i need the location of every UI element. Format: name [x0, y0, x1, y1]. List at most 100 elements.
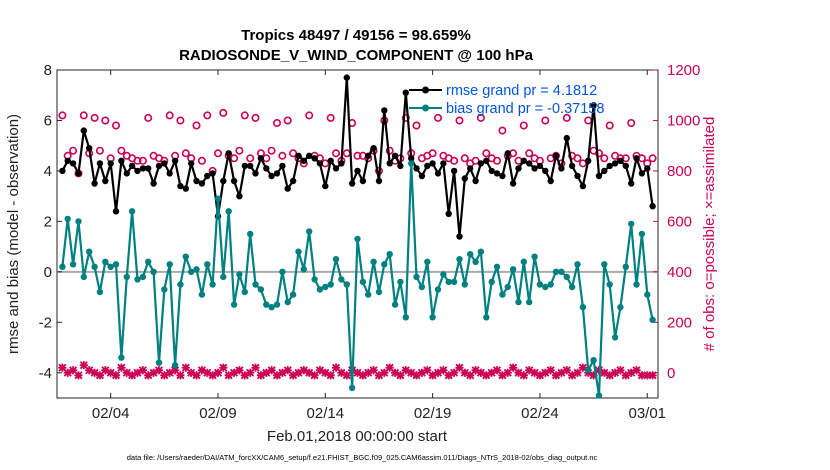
bias-point — [182, 253, 189, 260]
y-axis-label: rmse and bias (model - observation) — [5, 114, 22, 354]
obs-possible-point — [353, 151, 362, 160]
bias-point — [193, 266, 200, 273]
bias-point — [64, 215, 71, 223]
obs-assimilated-point — [525, 366, 534, 375]
rmse-point — [316, 160, 324, 167]
bias-point — [601, 261, 608, 268]
rmse-point — [628, 180, 635, 187]
series-obs-assimilated — [58, 361, 657, 380]
obs-assimilated-point — [128, 371, 137, 380]
obs-assimilated-point — [246, 368, 255, 377]
legend: rmse grand pr = 4.1812 bias grand pr = -… — [409, 83, 604, 117]
bias-point — [429, 314, 436, 321]
obs-assimilated-point — [213, 368, 223, 377]
y2-tick-label: 400 — [667, 264, 692, 281]
rmse-point — [204, 172, 211, 180]
rmse-point — [86, 145, 93, 152]
obs-assimilated-point — [170, 366, 180, 375]
rmse-point — [289, 177, 297, 185]
obs-possible-point — [144, 113, 153, 122]
legend-bias-label: bias grand pr = -0.37158 — [446, 101, 604, 117]
obs-assimilated-point — [428, 371, 437, 380]
bias-point — [252, 281, 259, 288]
obs-possible-point — [230, 154, 239, 163]
rmse-point — [499, 172, 506, 180]
rmse-point — [601, 167, 608, 175]
bias-point — [225, 208, 232, 215]
obs-assimilated-point — [63, 368, 72, 377]
rmse-point — [343, 74, 350, 81]
rmse-point — [118, 157, 125, 164]
rmse-point — [606, 162, 613, 170]
bias-point — [279, 268, 286, 275]
obs-assimilated-point — [396, 371, 405, 380]
rmse-point — [552, 152, 560, 159]
bias-point — [128, 208, 136, 215]
rmse-point — [365, 152, 372, 159]
rmse-point — [188, 160, 195, 167]
rmse-point — [354, 167, 361, 175]
rmse-point — [450, 167, 458, 175]
y2-tick-label: 800 — [667, 163, 692, 180]
bias-point — [161, 286, 168, 293]
bias-point — [611, 334, 619, 341]
chart-title: Tropics 48497 / 49156 = 98.659% — [241, 27, 471, 44]
obs-possible-point — [492, 156, 501, 165]
obs-assimilated-point — [498, 371, 507, 380]
rmse-point — [225, 150, 232, 157]
rmse-point — [611, 160, 619, 167]
rmse-point — [536, 162, 544, 170]
obs-possible-point — [251, 113, 260, 122]
bias-point — [375, 288, 383, 296]
rmse-point — [198, 180, 206, 187]
bias-point — [96, 288, 104, 296]
obs-assimilated-point — [315, 366, 325, 375]
rmse-point — [472, 177, 479, 185]
obs-assimilated-point — [492, 366, 502, 375]
bias-point — [472, 258, 479, 265]
obs-possible-point — [197, 156, 206, 165]
x-tick-label: 02/09 — [199, 405, 237, 422]
obs-assimilated-point — [310, 371, 319, 380]
obs-possible-point — [95, 146, 104, 155]
bias-point — [504, 283, 511, 291]
y2-axis-label: # of obs: o=possible; ×=assimilated — [701, 117, 718, 352]
obs-assimilated-point — [122, 368, 131, 377]
obs-possible-point — [181, 149, 190, 158]
obs-possible-point — [289, 149, 298, 158]
rmse-point — [547, 177, 554, 185]
rmse-point — [102, 177, 109, 185]
y2-tick-label: 1000 — [667, 112, 700, 129]
rmse-point — [542, 167, 549, 175]
bias-point — [574, 261, 581, 268]
obs-possible-point — [648, 154, 657, 163]
obs-assimilated-point — [133, 368, 142, 377]
rmse-point — [279, 162, 286, 170]
obs-possible-point — [246, 154, 255, 163]
obs-assimilated-point — [176, 371, 185, 380]
obs-assimilated-point — [546, 366, 555, 375]
bias-point — [606, 281, 613, 288]
rmse-point — [177, 182, 184, 190]
bias-point — [123, 273, 130, 281]
rmse-point — [408, 155, 415, 162]
rmse-point — [150, 180, 157, 187]
bias-point — [397, 278, 404, 286]
y-tick-label: 6 — [44, 112, 52, 129]
obs-possible-point — [219, 108, 228, 117]
obs-assimilated-point — [450, 368, 459, 377]
obs-assimilated-point — [610, 368, 620, 377]
obs-possible-point — [69, 146, 78, 155]
obs-assimilated-point — [551, 371, 561, 380]
obs-possible-point — [605, 121, 614, 130]
obs-possible-point — [79, 111, 88, 120]
bias-point — [220, 273, 227, 281]
bias-point — [536, 281, 544, 288]
bias-point — [59, 263, 66, 270]
bias-point — [408, 160, 415, 167]
rmse-point — [622, 162, 629, 170]
bias-point — [263, 301, 270, 308]
rmse-point — [75, 170, 82, 177]
y2-tick-label: 200 — [667, 314, 692, 331]
obs-assimilated-point — [79, 361, 88, 370]
